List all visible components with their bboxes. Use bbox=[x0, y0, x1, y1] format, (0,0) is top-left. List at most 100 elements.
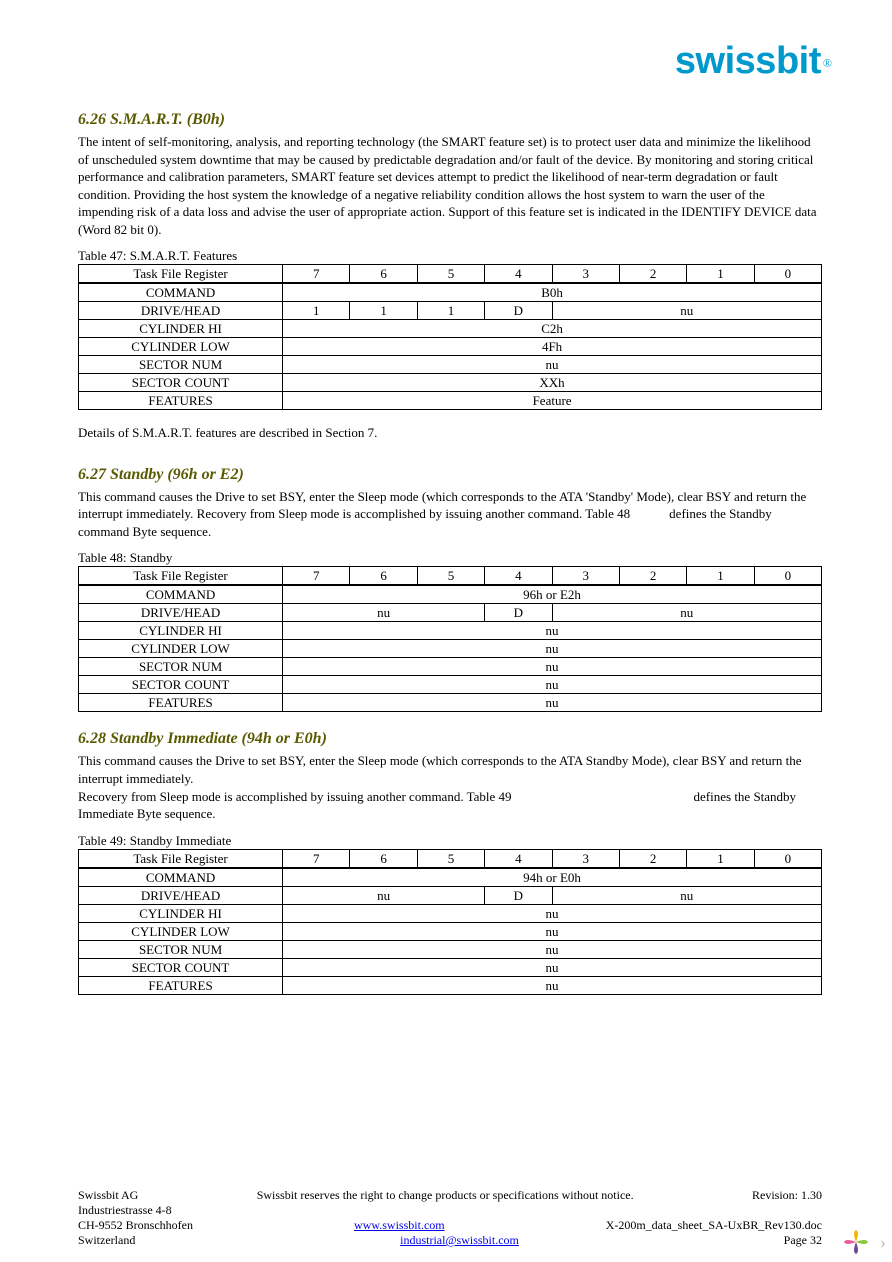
footer-address1: Industriestrasse 4-8 bbox=[78, 1203, 172, 1218]
table-cell: 94h or E0h bbox=[283, 868, 822, 887]
table-cell: 96h or E2h bbox=[283, 585, 822, 604]
logo-text: swissbit bbox=[675, 40, 821, 82]
table-row-label: CYLINDER LOW bbox=[79, 640, 283, 658]
table-cell: nu bbox=[283, 658, 822, 676]
section-paragraph: This command causes the Drive to set BSY… bbox=[78, 752, 822, 822]
table-header-label: Task File Register bbox=[79, 265, 283, 284]
table-header-bit: 7 bbox=[283, 265, 350, 284]
register-table: Task File Register76543210COMMAND96h or … bbox=[78, 566, 822, 712]
section-heading: 6.26 S.M.A.R.T. (B0h) bbox=[78, 111, 822, 129]
table-cell: 1 bbox=[283, 302, 350, 320]
petal-icon[interactable] bbox=[842, 1228, 870, 1256]
page-footer: Swissbit AG Swissbit reserves the right … bbox=[78, 1188, 822, 1248]
table-cell: nu bbox=[552, 302, 821, 320]
table-cell: D bbox=[485, 302, 552, 320]
table-row-label: FEATURES bbox=[79, 976, 283, 994]
table-cell: nu bbox=[283, 640, 822, 658]
logo: swissbit® bbox=[78, 40, 832, 83]
table-row-label: COMMAND bbox=[79, 868, 283, 887]
table-header-bit: 0 bbox=[754, 265, 821, 284]
viewer-widget: › bbox=[842, 1228, 886, 1256]
table-cell: nu bbox=[552, 886, 821, 904]
table-header-bit: 3 bbox=[552, 567, 619, 586]
table-header-bit: 7 bbox=[283, 567, 350, 586]
table-row-label: SECTOR NUM bbox=[79, 658, 283, 676]
footer-company: Swissbit AG bbox=[78, 1188, 138, 1203]
table-row-label: COMMAND bbox=[79, 585, 283, 604]
table-row-label: CYLINDER LOW bbox=[79, 338, 283, 356]
table-row-label: SECTOR COUNT bbox=[79, 374, 283, 392]
table-row-label: CYLINDER HI bbox=[79, 622, 283, 640]
chevron-right-icon[interactable]: › bbox=[880, 1232, 886, 1253]
table-row-label: CYLINDER LOW bbox=[79, 922, 283, 940]
table-caption: Table 48: Standby bbox=[78, 550, 822, 566]
table-cell: 1 bbox=[350, 302, 417, 320]
table-cell: B0h bbox=[283, 283, 822, 302]
table-header-bit: 7 bbox=[283, 849, 350, 868]
section-heading: 6.27 Standby (96h or E2) bbox=[78, 466, 822, 484]
table-row-label: COMMAND bbox=[79, 283, 283, 302]
footer-notice: Swissbit reserves the right to change pr… bbox=[138, 1188, 752, 1203]
table-row-label: FEATURES bbox=[79, 694, 283, 712]
table-cell: D bbox=[485, 604, 552, 622]
table-row-label: CYLINDER HI bbox=[79, 904, 283, 922]
table-cell: nu bbox=[283, 694, 822, 712]
table-caption: Table 49: Standby Immediate bbox=[78, 833, 822, 849]
table-header-bit: 6 bbox=[350, 265, 417, 284]
table-cell: XXh bbox=[283, 374, 822, 392]
registered-icon: ® bbox=[823, 56, 832, 70]
table-header-label: Task File Register bbox=[79, 849, 283, 868]
footer-filename: X-200m_data_sheet_SA-UxBR_Rev130.doc bbox=[606, 1218, 822, 1233]
section-post-text: Details of S.M.A.R.T. features are descr… bbox=[78, 424, 822, 442]
table-header-bit: 0 bbox=[754, 849, 821, 868]
table-header-bit: 6 bbox=[350, 849, 417, 868]
table-row-label: SECTOR COUNT bbox=[79, 958, 283, 976]
table-cell: 4Fh bbox=[283, 338, 822, 356]
table-row-label: DRIVE/HEAD bbox=[79, 886, 283, 904]
table-cell: D bbox=[485, 886, 552, 904]
section-paragraph: The intent of self-monitoring, analysis,… bbox=[78, 133, 822, 238]
footer-revision: Revision: 1.30 bbox=[752, 1188, 822, 1203]
table-header-label: Task File Register bbox=[79, 567, 283, 586]
table-cell: nu bbox=[283, 604, 485, 622]
table-header-bit: 5 bbox=[417, 849, 484, 868]
footer-address2: CH-9552 Bronschhofen bbox=[78, 1218, 193, 1233]
table-cell: nu bbox=[283, 940, 822, 958]
table-cell: nu bbox=[283, 958, 822, 976]
table-header-bit: 1 bbox=[687, 265, 754, 284]
table-header-bit: 3 bbox=[552, 265, 619, 284]
table-cell: C2h bbox=[283, 320, 822, 338]
table-header-bit: 2 bbox=[619, 849, 686, 868]
section-paragraph: This command causes the Drive to set BSY… bbox=[78, 488, 822, 541]
table-cell: nu bbox=[283, 886, 485, 904]
table-cell: nu bbox=[283, 922, 822, 940]
table-header-bit: 2 bbox=[619, 567, 686, 586]
table-header-bit: 4 bbox=[485, 849, 552, 868]
table-cell: nu bbox=[283, 904, 822, 922]
table-caption: Table 47: S.M.A.R.T. Features bbox=[78, 248, 822, 264]
footer-email-link[interactable]: industrial@swissbit.com bbox=[400, 1233, 519, 1247]
table-cell: nu bbox=[552, 604, 821, 622]
footer-country: Switzerland bbox=[78, 1233, 135, 1248]
table-cell: 1 bbox=[417, 302, 484, 320]
table-cell: nu bbox=[283, 356, 822, 374]
table-header-bit: 1 bbox=[687, 567, 754, 586]
table-header-bit: 4 bbox=[485, 265, 552, 284]
register-table: Task File Register76543210COMMANDB0hDRIV… bbox=[78, 264, 822, 410]
table-row-label: DRIVE/HEAD bbox=[79, 604, 283, 622]
table-cell: nu bbox=[283, 976, 822, 994]
table-cell: nu bbox=[283, 622, 822, 640]
table-cell: nu bbox=[283, 676, 822, 694]
table-header-bit: 5 bbox=[417, 265, 484, 284]
table-row-label: CYLINDER HI bbox=[79, 320, 283, 338]
footer-page: Page 32 bbox=[784, 1233, 822, 1248]
table-header-bit: 6 bbox=[350, 567, 417, 586]
table-header-bit: 1 bbox=[687, 849, 754, 868]
table-header-bit: 3 bbox=[552, 849, 619, 868]
table-header-bit: 4 bbox=[485, 567, 552, 586]
table-header-bit: 0 bbox=[754, 567, 821, 586]
footer-url-link[interactable]: www.swissbit.com bbox=[354, 1218, 445, 1232]
table-row-label: SECTOR NUM bbox=[79, 940, 283, 958]
table-row-label: SECTOR NUM bbox=[79, 356, 283, 374]
register-table: Task File Register76543210 COMMAND94h or … bbox=[78, 849, 822, 995]
